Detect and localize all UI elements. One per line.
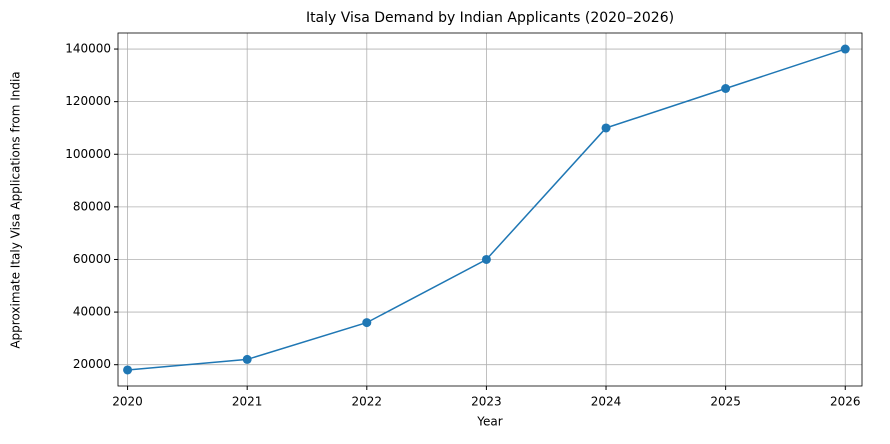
x-axis-label: Year (476, 415, 502, 429)
data-point (242, 354, 252, 364)
data-point (721, 84, 731, 94)
data-point (123, 365, 133, 375)
data-point (362, 318, 372, 328)
y-tick-label: 80000 (73, 199, 111, 213)
x-tick-label: 2021 (232, 395, 263, 409)
y-tick-label: 60000 (73, 252, 111, 266)
y-tick-label: 100000 (65, 147, 111, 161)
x-tick-label: 2023 (471, 395, 502, 409)
data-point (601, 123, 611, 133)
x-tick-label: 2022 (352, 395, 383, 409)
y-axis-label: Approximate Italy Visa Applications from… (9, 71, 23, 348)
y-tick-label: 120000 (65, 94, 111, 108)
x-tick-label: 2026 (830, 395, 861, 409)
x-tick-label: 2024 (591, 395, 622, 409)
plot-frame (117, 32, 863, 387)
y-tick-label: 40000 (73, 305, 111, 319)
y-tick-label: 140000 (65, 42, 111, 56)
y-tick-label: 20000 (73, 357, 111, 371)
data-point (840, 44, 850, 54)
chart-title: Italy Visa Demand by Indian Applicants (… (306, 10, 674, 26)
data-point (481, 254, 491, 264)
x-tick-label: 2025 (710, 395, 741, 409)
x-tick-label: 2020 (112, 395, 143, 409)
